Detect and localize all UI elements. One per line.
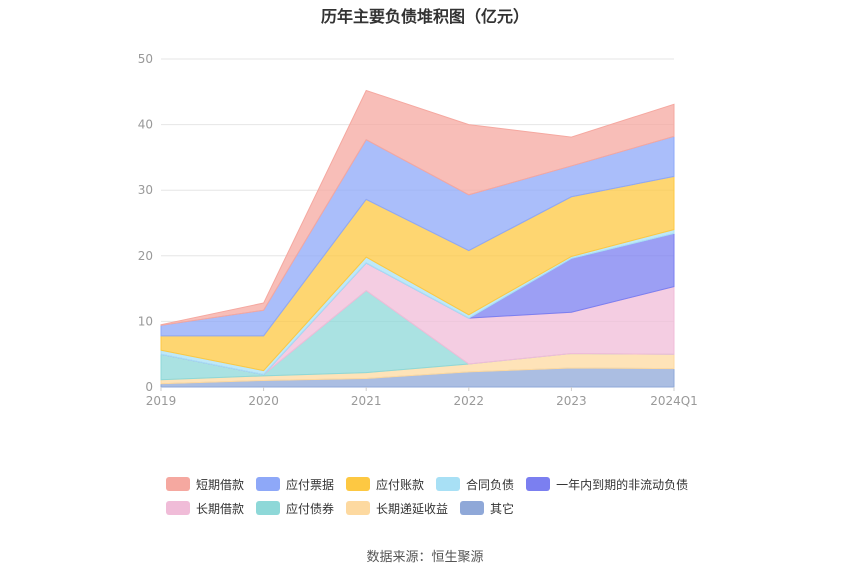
y-tick-label: 10	[138, 314, 153, 328]
legend-swatch	[436, 477, 461, 491]
legend-row: 长期借款 应付债券 长期递延收益 其它	[166, 496, 726, 520]
x-tick-label: 2019	[146, 394, 177, 408]
legend-item[interactable]: 应付账款	[346, 476, 424, 493]
x-tick-label: 2021	[351, 394, 382, 408]
y-tick-label: 30	[138, 183, 153, 197]
legend-item[interactable]: 长期借款	[166, 500, 244, 517]
legend-item[interactable]: 长期递延收益	[346, 500, 448, 517]
legend-label: 应付账款	[376, 477, 425, 492]
legend-swatch	[460, 501, 485, 515]
x-tick-label: 2022	[454, 394, 485, 408]
legend-label: 应付票据	[286, 477, 335, 492]
x-tick-label: 2020	[248, 394, 279, 408]
y-tick-label: 40	[138, 118, 153, 132]
legend-row: 短期借款 应付票据 应付账款 合同负债 一年内到期的非流动负债	[166, 472, 726, 496]
legend-item[interactable]: 应付票据	[256, 476, 334, 493]
legend-label: 一年内到期的非流动负债	[556, 477, 689, 492]
x-tick-label: 2024Q1	[650, 394, 698, 408]
y-tick-label: 0	[145, 380, 153, 394]
chart-title: 历年主要负债堆积图（亿元）	[320, 7, 529, 26]
legend: 短期借款 应付票据 应付账款 合同负债 一年内到期的非流动负债长期借款 应付债券 长期递延收…	[166, 472, 726, 520]
legend-item[interactable]: 一年内到期的非流动负债	[526, 476, 688, 493]
legend-label: 长期递延收益	[376, 501, 449, 516]
legend-swatch	[166, 501, 190, 515]
legend-swatch	[256, 477, 281, 491]
legend-swatch	[526, 477, 551, 491]
legend-label: 短期借款	[196, 477, 245, 492]
legend-label: 长期借款	[196, 501, 245, 516]
legend-item[interactable]: 合同负债	[436, 476, 514, 493]
legend-swatch	[166, 477, 190, 491]
y-tick-label: 50	[138, 52, 153, 66]
y-tick-label: 20	[138, 249, 153, 263]
x-tick-label: 2023	[556, 394, 587, 408]
legend-item[interactable]: 应付债券	[256, 500, 334, 517]
legend-item[interactable]: 其它	[460, 500, 514, 517]
area-series-8[interactable]	[160, 89, 675, 326]
data-source-text: 数据来源：恒生聚源	[366, 550, 484, 565]
legend-swatch	[346, 501, 371, 515]
legend-item[interactable]: 短期借款	[166, 476, 244, 493]
legend-label: 应付债券	[286, 501, 335, 516]
legend-label: 其它	[490, 501, 515, 516]
legend-label: 合同负债	[466, 477, 515, 492]
legend-swatch	[256, 501, 281, 515]
legend-swatch	[346, 477, 371, 491]
